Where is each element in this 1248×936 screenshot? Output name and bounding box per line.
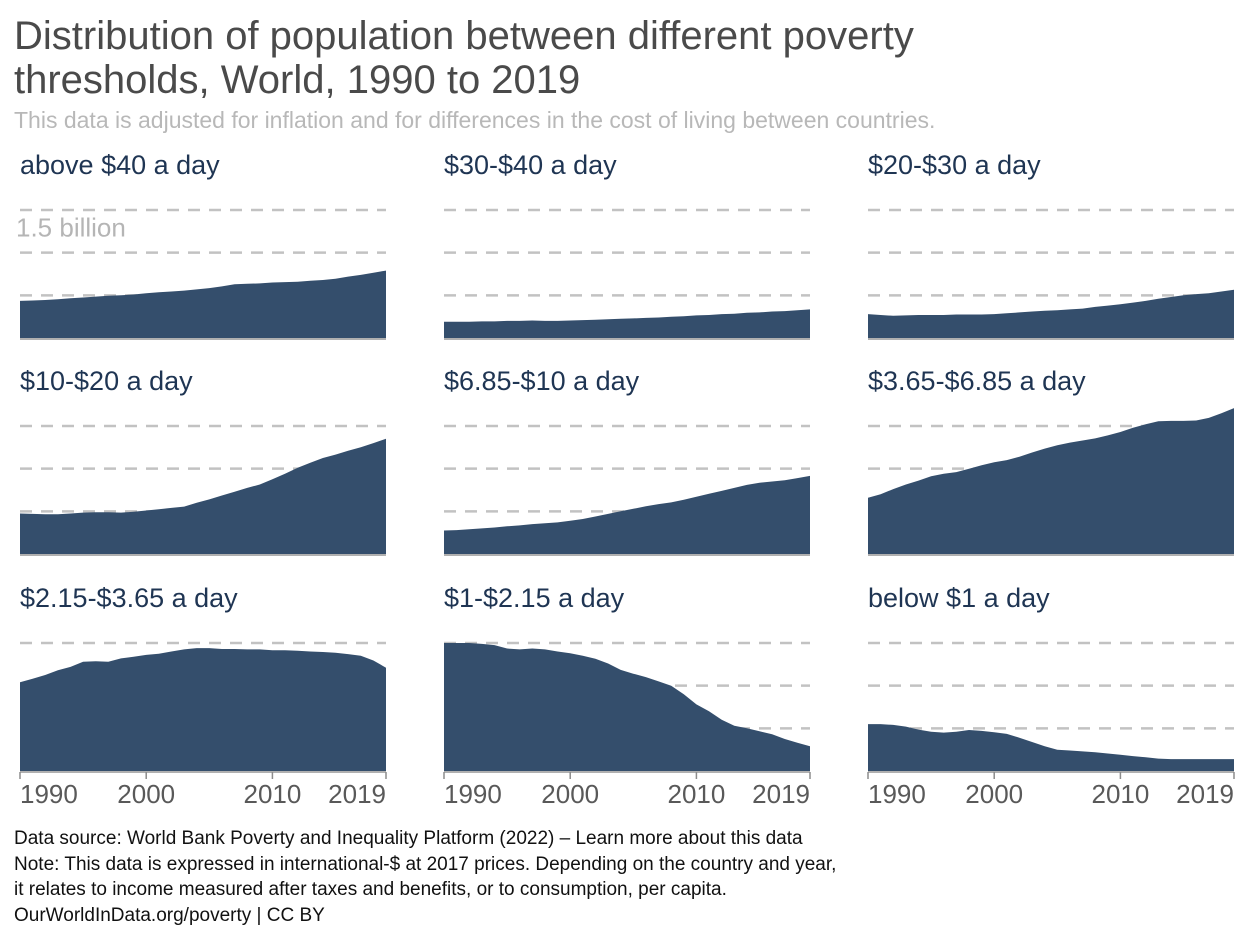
panel-title: $1-$2.15 a day [444,583,625,613]
panel-title: $2.15-$3.65 a day [20,583,238,613]
footer-note: Note: This data is expressed in internat… [14,853,837,875]
panel-title: $3.65-$6.85 a day [868,366,1086,396]
panel-title: below $1 a day [868,583,1050,613]
panel-title: above $40 a day [20,150,220,180]
x-tick-label: 2010 [667,779,725,809]
chart-footer: Data source: World Bank Poverty and Ineq… [14,826,836,928]
footer-note-continued: it relates to income measured after taxe… [14,879,727,900]
x-tick-label: 1990 [868,779,926,809]
small-multiples-chart: above $40 a day 1.5 billion $30-$40 a day $… [16,150,1235,809]
x-tick-label: 1990 [20,779,78,809]
x-tick-label: 2000 [117,779,175,809]
x-tick-label: 1990 [444,779,502,809]
panel-6-85-10-a-day: $6.85-$10 a day [444,366,810,556]
panel-below-1-a-day: below $1 a day 1990 2000 2010 2019 [867,583,1235,809]
area-series [20,438,386,554]
chart-subtitle: This data is adjusted for inflation and … [14,107,936,133]
area-series [868,724,1234,771]
panel-2-15-3-65-a-day: $2.15-$3.65 a day 1990 2000 2010 2019 [19,583,387,809]
panel-20-30-a-day: $20-$30 a day [868,150,1234,340]
x-tick-label: 2010 [243,779,301,809]
panel-30-40-a-day: $30-$40 a day [444,150,810,340]
area-series [444,475,810,554]
panel-title: $20-$30 a day [868,150,1041,180]
x-tick-label: 2000 [965,779,1023,809]
y-tick-label: 1.5 billion [16,213,126,243]
panel-title: $10-$20 a day [20,366,193,396]
area-series [444,643,810,771]
area-series [868,408,1234,554]
area-series [20,648,386,771]
area-series [868,289,1234,338]
panel-1-2-15-a-day: $1-$2.15 a day 1990 2000 2010 2019 [443,583,811,809]
x-tick-label: 2019 [752,779,810,809]
panel-title: $6.85-$10 a day [444,366,640,396]
x-tick-label: 2010 [1091,779,1149,809]
panel-title: $30-$40 a day [444,150,617,180]
panel-3-65-6-85-a-day: $3.65-$6.85 a day [868,366,1234,556]
panel-10-20-a-day: $10-$20 a day [20,366,386,556]
area-series [444,309,810,338]
footer-source: Data source: World Bank Poverty and Ineq… [14,828,803,849]
panel-above-40-a-day: above $40 a day 1.5 billion [16,150,386,340]
area-series [20,270,386,338]
x-tick-label: 2000 [541,779,599,809]
x-tick-label: 2019 [1176,779,1234,809]
footer-attribution: OurWorldInData.org/poverty | CC BY [14,904,325,926]
x-tick-label: 2019 [328,779,386,809]
chart-title: Distribution of population between diffe… [14,14,914,102]
